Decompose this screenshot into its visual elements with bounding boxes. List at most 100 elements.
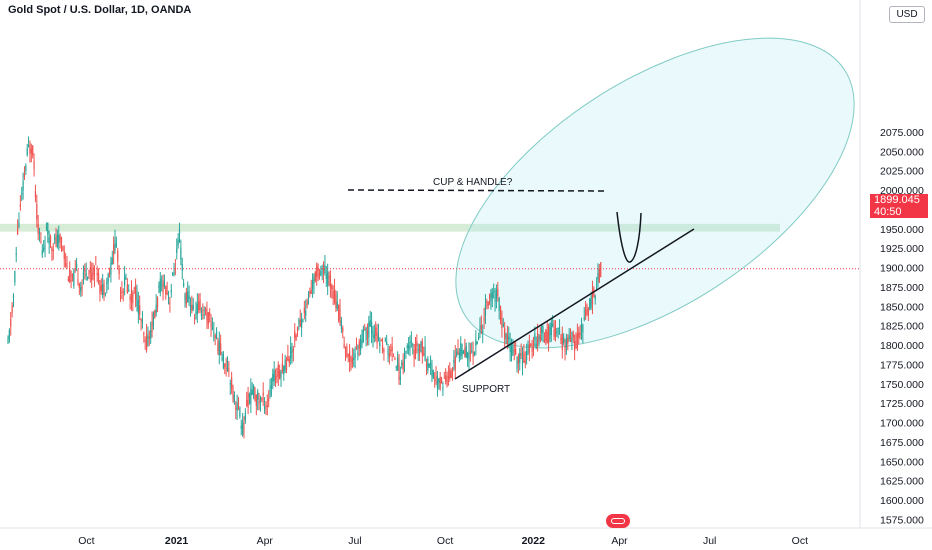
candle: [567, 334, 569, 351]
candle-body: [167, 296, 170, 298]
candle: [454, 345, 456, 380]
candle: [226, 356, 229, 372]
candle-body: [257, 391, 259, 400]
candle-body: [150, 330, 152, 339]
candle-body: [40, 242, 42, 244]
candle: [274, 368, 277, 387]
candle-body: [424, 346, 426, 361]
candle: [76, 257, 78, 272]
candle-body: [239, 408, 241, 417]
candle: [25, 163, 27, 175]
candle: [67, 275, 69, 282]
candle-body: [122, 291, 124, 293]
candle-body: [332, 291, 334, 299]
candle: [305, 299, 307, 322]
candle-body: [134, 286, 137, 300]
candle: [424, 336, 426, 362]
candle-body: [486, 301, 488, 303]
candle-body: [387, 348, 389, 355]
candle: [10, 311, 12, 336]
cup-rim-dashed-line[interactable]: [347, 189, 607, 192]
candle-body: [7, 338, 9, 343]
candle: [476, 340, 478, 345]
candle: [22, 172, 24, 200]
price-tick-label: 1950.000: [880, 224, 924, 236]
price-axis[interactable]: 2075.0002050.0002025.0002000.0001975.000…: [859, 0, 924, 528]
candle-body: [203, 314, 205, 316]
candle-body: [324, 265, 326, 274]
candle: [553, 320, 555, 341]
handle-projection-curve[interactable]: [616, 211, 642, 263]
candle-body: [30, 148, 32, 154]
candle-body: [165, 286, 167, 295]
candle: [324, 255, 326, 276]
tradingview-logo-icon[interactable]: [606, 514, 630, 528]
candle-body: [421, 341, 423, 356]
candle-body: [243, 426, 245, 430]
candle: [410, 331, 412, 348]
candle-body: [591, 290, 594, 305]
candle: [509, 332, 511, 362]
candle: [174, 259, 176, 276]
currency-button[interactable]: USD: [889, 6, 925, 23]
candle: [427, 356, 429, 374]
candle: [137, 291, 139, 324]
candle-body: [89, 267, 91, 273]
candle-body: [196, 303, 198, 314]
candle-body: [114, 239, 116, 250]
candle: [322, 261, 325, 284]
candle: [158, 281, 160, 294]
candle: [586, 303, 588, 316]
candle: [17, 219, 19, 236]
candle: [247, 386, 249, 415]
candle-body: [207, 312, 209, 325]
candle: [558, 319, 561, 335]
candle-body: [273, 370, 275, 382]
candle: [494, 288, 496, 312]
candle: [214, 333, 216, 346]
candle-body: [563, 336, 565, 343]
candle: [233, 391, 235, 405]
candle: [172, 272, 174, 277]
candle: [299, 309, 301, 328]
candle-body: [284, 359, 286, 371]
candle: [59, 233, 61, 249]
support-trendline[interactable]: [454, 228, 695, 380]
candle: [49, 234, 52, 249]
candle: [538, 334, 540, 347]
candle: [86, 276, 89, 281]
candle-body: [531, 347, 533, 353]
candle-body: [556, 331, 558, 333]
time-axis[interactable]: Oct 2021 Apr Jul Oct 2022 Apr Jul Oct: [0, 527, 932, 547]
candle: [96, 265, 98, 283]
candle: [361, 329, 363, 349]
candle: [391, 337, 393, 362]
candle-body: [23, 174, 26, 178]
candle: [435, 366, 437, 385]
candle-body: [325, 274, 327, 279]
candle: [261, 396, 263, 403]
price-tick-label: 1850.000: [880, 301, 924, 313]
candle-body: [29, 144, 31, 154]
candle: [364, 323, 366, 331]
price-tick-label: 1625.000: [880, 476, 924, 488]
candle-body: [151, 321, 153, 333]
candle-body: [274, 375, 277, 380]
candle: [147, 326, 149, 347]
projection-ellipse: [455, 37, 855, 349]
candle-body: [395, 366, 397, 368]
candle-body: [314, 271, 316, 282]
candle: [140, 318, 142, 331]
candle-body: [547, 325, 550, 342]
candle: [166, 281, 168, 296]
candle: [193, 313, 196, 325]
chart-title: Gold Spot / U.S. Dollar, 1D, OANDA: [8, 4, 192, 16]
candle-body: [373, 334, 375, 339]
candle: [284, 354, 286, 373]
candle-body: [439, 376, 441, 389]
candle: [154, 309, 156, 319]
candle-body: [388, 353, 391, 358]
candle: [34, 184, 37, 203]
candle-body: [569, 336, 572, 341]
